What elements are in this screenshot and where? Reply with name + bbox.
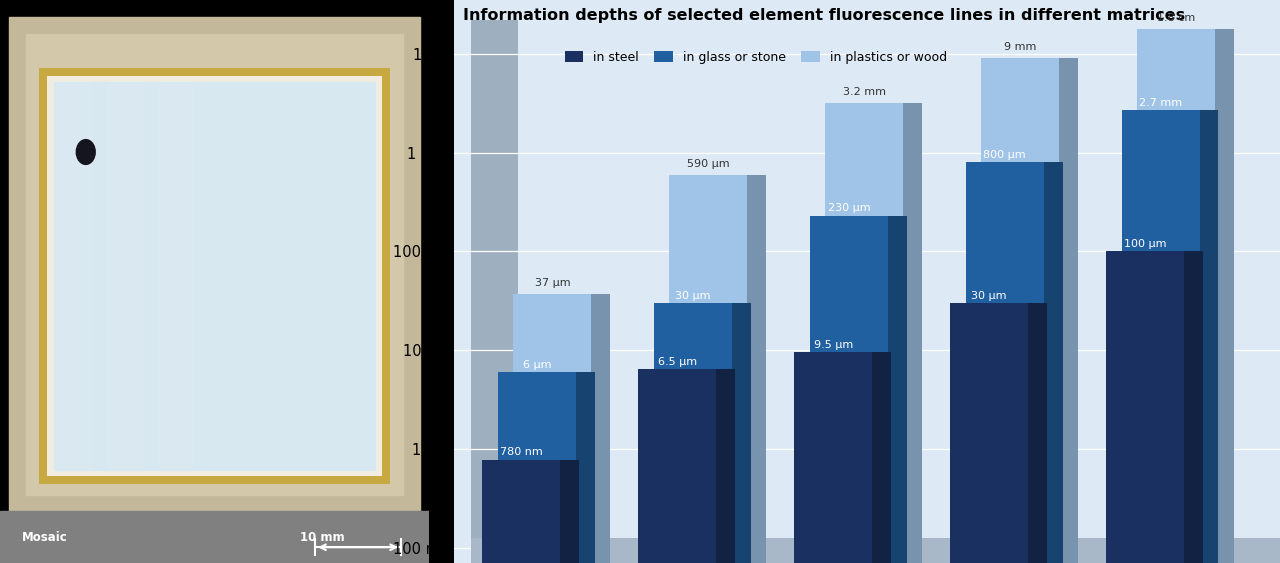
Text: 30 μm: 30 μm <box>972 291 1007 301</box>
Bar <box>38 68 390 484</box>
Bar <box>654 303 732 563</box>
Bar <box>513 294 591 563</box>
Polygon shape <box>1199 110 1219 563</box>
Bar <box>483 459 561 563</box>
Bar <box>1138 29 1216 563</box>
Text: 800 μm: 800 μm <box>983 150 1027 160</box>
Bar <box>498 372 576 563</box>
Text: 9 mm: 9 mm <box>1005 42 1037 52</box>
Bar <box>639 369 717 563</box>
Bar <box>47 76 381 476</box>
Text: 1.8 cm: 1.8 cm <box>1157 12 1196 23</box>
Text: 3.2 mm: 3.2 mm <box>844 87 886 97</box>
Bar <box>471 538 1280 563</box>
Polygon shape <box>732 303 750 563</box>
Text: 10 mm: 10 mm <box>300 530 344 544</box>
Polygon shape <box>717 369 735 563</box>
Polygon shape <box>471 20 518 563</box>
Bar <box>54 82 375 470</box>
Text: 2.7 mm: 2.7 mm <box>1139 98 1183 108</box>
Text: 30 μm: 30 μm <box>675 291 710 301</box>
Text: 6.5 μm: 6.5 μm <box>658 356 696 367</box>
Polygon shape <box>904 102 922 563</box>
Legend: in steel, in glass or stone, in plastics or wood: in steel, in glass or stone, in plastics… <box>559 46 952 69</box>
Text: 230 μm: 230 μm <box>827 203 870 213</box>
Bar <box>982 58 1060 563</box>
Polygon shape <box>1216 29 1234 563</box>
Bar <box>669 175 748 563</box>
Bar <box>56 84 90 467</box>
Text: 9.5 μm: 9.5 μm <box>814 340 852 350</box>
Polygon shape <box>1028 303 1047 563</box>
Bar <box>966 162 1043 563</box>
Polygon shape <box>561 459 579 563</box>
Bar <box>0 511 429 563</box>
Bar <box>826 102 904 563</box>
Bar <box>9 17 420 512</box>
Text: 590 μm: 590 μm <box>687 159 730 169</box>
Bar <box>794 352 872 563</box>
Bar <box>159 84 193 467</box>
Polygon shape <box>1060 58 1078 563</box>
Text: 37 μm: 37 μm <box>535 278 571 288</box>
Polygon shape <box>576 372 595 563</box>
Text: Mosaic: Mosaic <box>22 530 67 544</box>
Polygon shape <box>591 294 611 563</box>
Polygon shape <box>1184 251 1203 563</box>
Bar <box>26 34 403 495</box>
Bar <box>810 216 888 563</box>
Polygon shape <box>1043 162 1062 563</box>
Circle shape <box>77 140 95 164</box>
Text: 100 μm: 100 μm <box>1124 239 1166 249</box>
Polygon shape <box>872 352 891 563</box>
Text: Information depths of selected element fluorescence lines in different matrices: Information depths of selected element f… <box>462 8 1185 24</box>
Bar <box>950 303 1028 563</box>
Bar <box>108 84 142 467</box>
Text: 6 μm: 6 μm <box>522 360 552 370</box>
Bar <box>1106 251 1184 563</box>
Text: 780 nm: 780 nm <box>500 448 543 458</box>
Polygon shape <box>748 175 767 563</box>
Polygon shape <box>888 216 906 563</box>
Bar <box>1121 110 1199 563</box>
